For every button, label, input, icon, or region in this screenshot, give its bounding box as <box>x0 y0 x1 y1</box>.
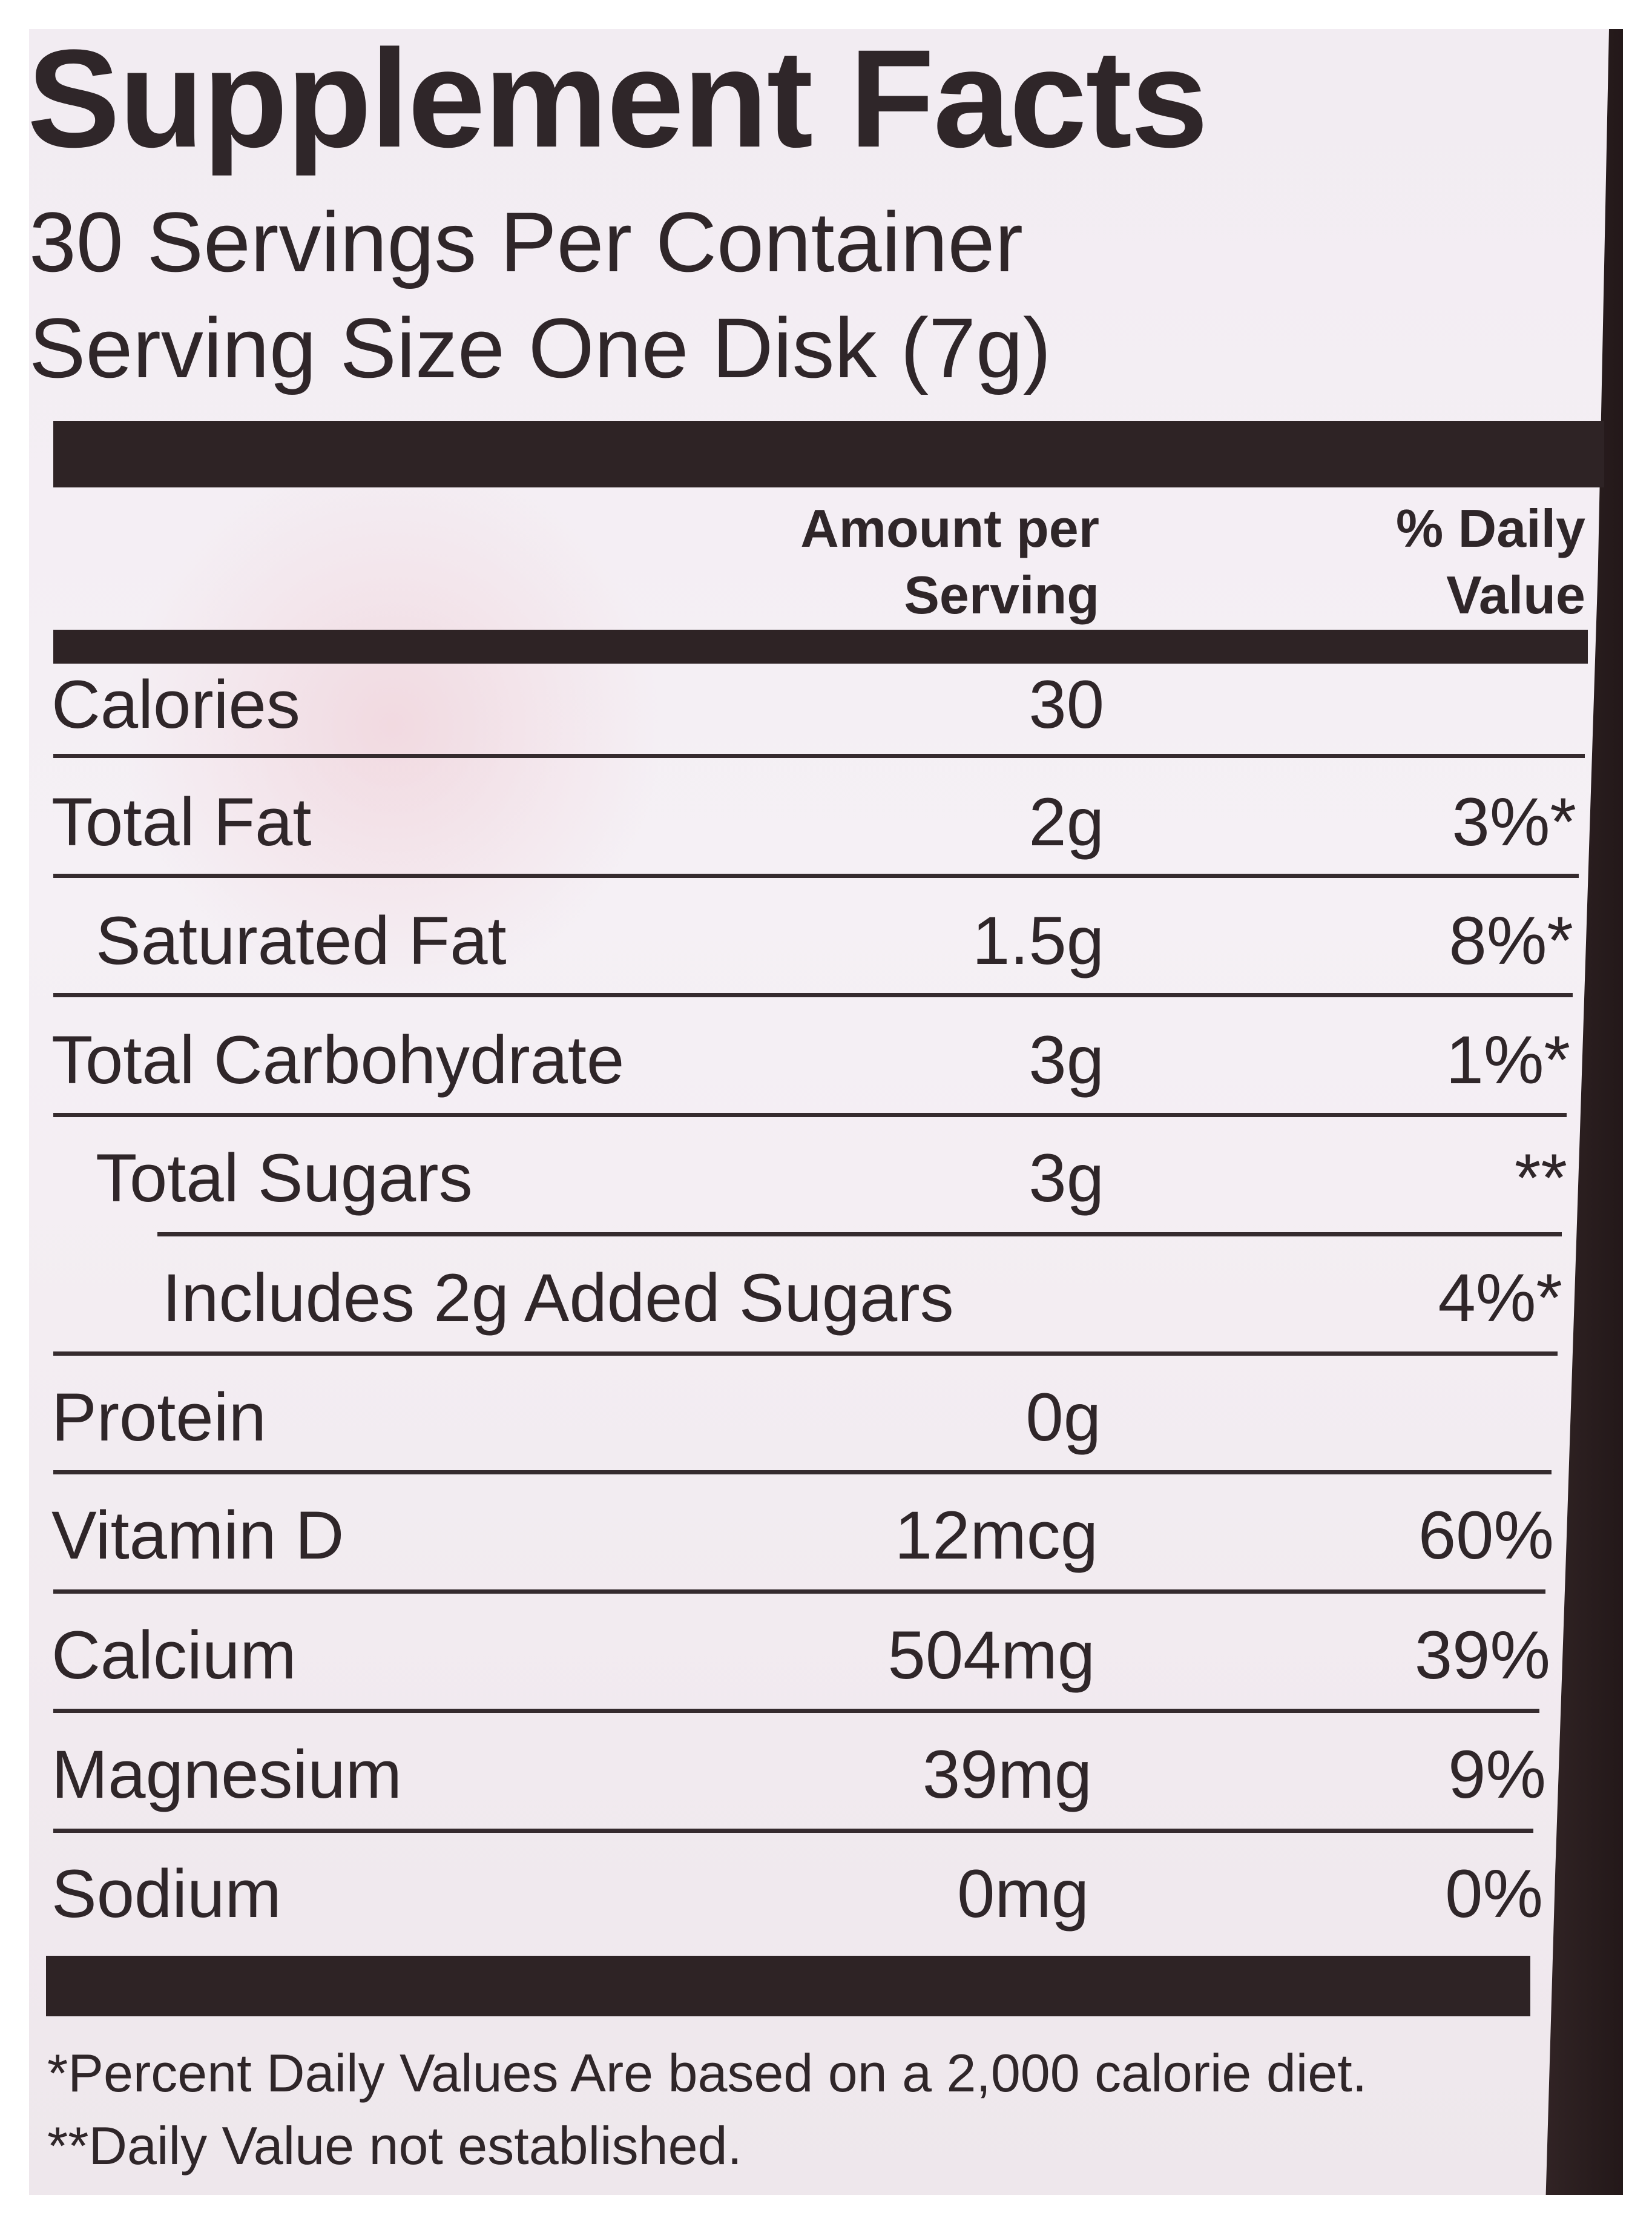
label-panel <box>29 29 1609 2195</box>
amount-saturated-fat: 1.5g <box>972 903 1104 978</box>
dv-saturated-fat: 8%* <box>1449 903 1573 978</box>
label-photo <box>29 29 1623 2195</box>
footnote-not-established: **Daily Value not established. <box>47 2116 742 2176</box>
nutrient-name-sodium: Sodium <box>51 1856 281 1932</box>
thick-divider-bottom <box>46 1956 1530 2016</box>
row-divider <box>53 1589 1545 1594</box>
nutrient-name-calories: Calories <box>51 667 300 742</box>
nutrient-name-saturated-fat: Saturated Fat <box>96 903 507 978</box>
amount-protein: 0g <box>1025 1379 1101 1455</box>
dv-total-fat: 3%* <box>1452 784 1576 860</box>
nutrient-name-vitamin-d: Vitamin D <box>51 1497 344 1573</box>
amount-header-line1: Amount per <box>800 498 1099 558</box>
servings-per-container: 30 Servings Per Container <box>29 194 1023 289</box>
row-divider <box>53 874 1579 878</box>
dv-sodium: 0% <box>1445 1856 1543 1932</box>
amount-calcium: 504mg <box>887 1617 1095 1693</box>
dv-vitamin-d: 60% <box>1418 1497 1554 1573</box>
amount-total-sugars: 3g <box>1028 1140 1104 1216</box>
nutrient-name-calcium: Calcium <box>51 1617 297 1693</box>
footnote-daily-values: *Percent Daily Values Are based on a 2,0… <box>47 2043 1367 2103</box>
row-divider <box>53 1709 1539 1713</box>
row-divider <box>53 754 1585 758</box>
row-divider <box>53 993 1573 997</box>
nutrient-name-magnesium: Magnesium <box>51 1737 402 1812</box>
dv-magnesium: 9% <box>1448 1737 1546 1812</box>
background-tint <box>120 453 665 998</box>
amount-sodium: 0mg <box>957 1856 1089 1932</box>
row-divider <box>53 1351 1558 1356</box>
amount-header-line2: Serving <box>904 565 1099 625</box>
medium-divider <box>53 630 1588 664</box>
dv-total-carbohydrate: 1%* <box>1446 1022 1570 1098</box>
nutrient-name-added-sugars: Includes 2g Added Sugars <box>162 1260 954 1336</box>
thick-divider-top <box>53 421 1604 487</box>
label-title: Supplement Facts <box>27 21 1208 176</box>
row-divider-indented <box>157 1232 1562 1236</box>
nutrient-name-total-sugars: Total Sugars <box>96 1140 473 1216</box>
row-divider <box>53 1113 1567 1117</box>
amount-magnesium: 39mg <box>922 1737 1092 1812</box>
dv-header-line2: Value <box>1446 565 1585 625</box>
nutrient-name-protein: Protein <box>51 1379 266 1455</box>
nutrient-name-total-fat: Total Fat <box>51 784 312 860</box>
amount-vitamin-d: 12mcg <box>894 1497 1098 1573</box>
amount-total-fat: 2g <box>1028 784 1104 860</box>
serving-size: Serving Size One Disk (7g) <box>29 300 1051 395</box>
dv-header-line1: % Daily <box>1395 498 1585 558</box>
nutrient-name-total-carbohydrate: Total Carbohydrate <box>51 1022 625 1098</box>
dv-added-sugars: 4%* <box>1438 1260 1562 1336</box>
dv-calcium: 39% <box>1414 1617 1550 1693</box>
row-divider <box>53 1470 1552 1474</box>
amount-total-carbohydrate: 3g <box>1028 1022 1104 1098</box>
row-divider <box>53 1829 1533 1833</box>
dv-total-sugars: ** <box>1514 1140 1567 1216</box>
amount-calories: 30 <box>1028 667 1104 742</box>
